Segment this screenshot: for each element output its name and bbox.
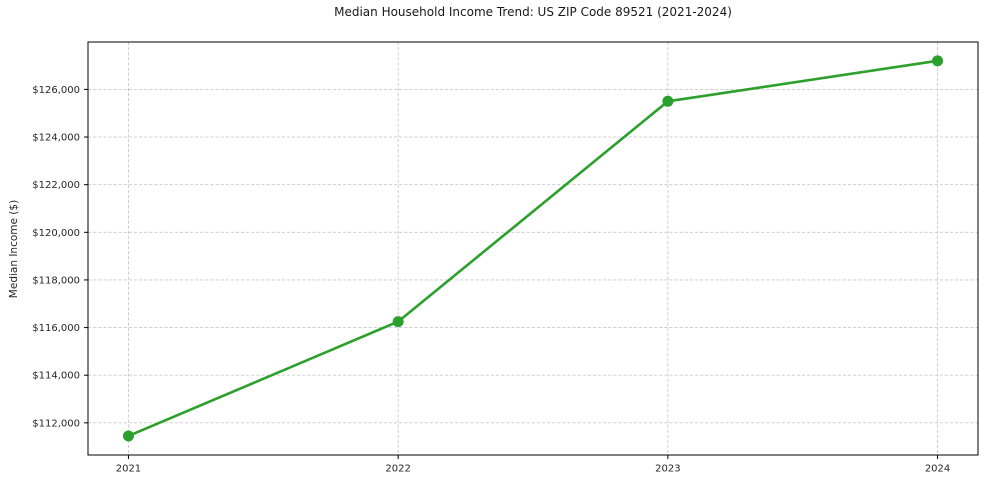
chart-title: Median Household Income Trend: US ZIP Co… [334,5,732,19]
plot-border [87,41,979,456]
y-tick-label: $124,000 [32,133,80,144]
data-point [932,55,944,67]
y-tick-label: $114,000 [32,371,80,382]
x-tick-label: 2022 [385,464,410,475]
trend-line [127,59,939,438]
data-point [662,95,674,107]
y-tick-label: $122,000 [32,180,80,191]
x-tick-label: 2023 [655,464,680,475]
y-tick-label: $126,000 [32,85,80,96]
y-tick-label: $116,000 [32,323,80,334]
y-tick-label: $112,000 [32,418,80,429]
y-tick-label: $120,000 [32,228,80,239]
x-tick-label: 2021 [116,464,141,475]
data-point [392,316,404,328]
x-tick-label: 2024 [925,464,950,475]
y-tick-label: $118,000 [32,275,80,286]
data-point [122,430,134,442]
